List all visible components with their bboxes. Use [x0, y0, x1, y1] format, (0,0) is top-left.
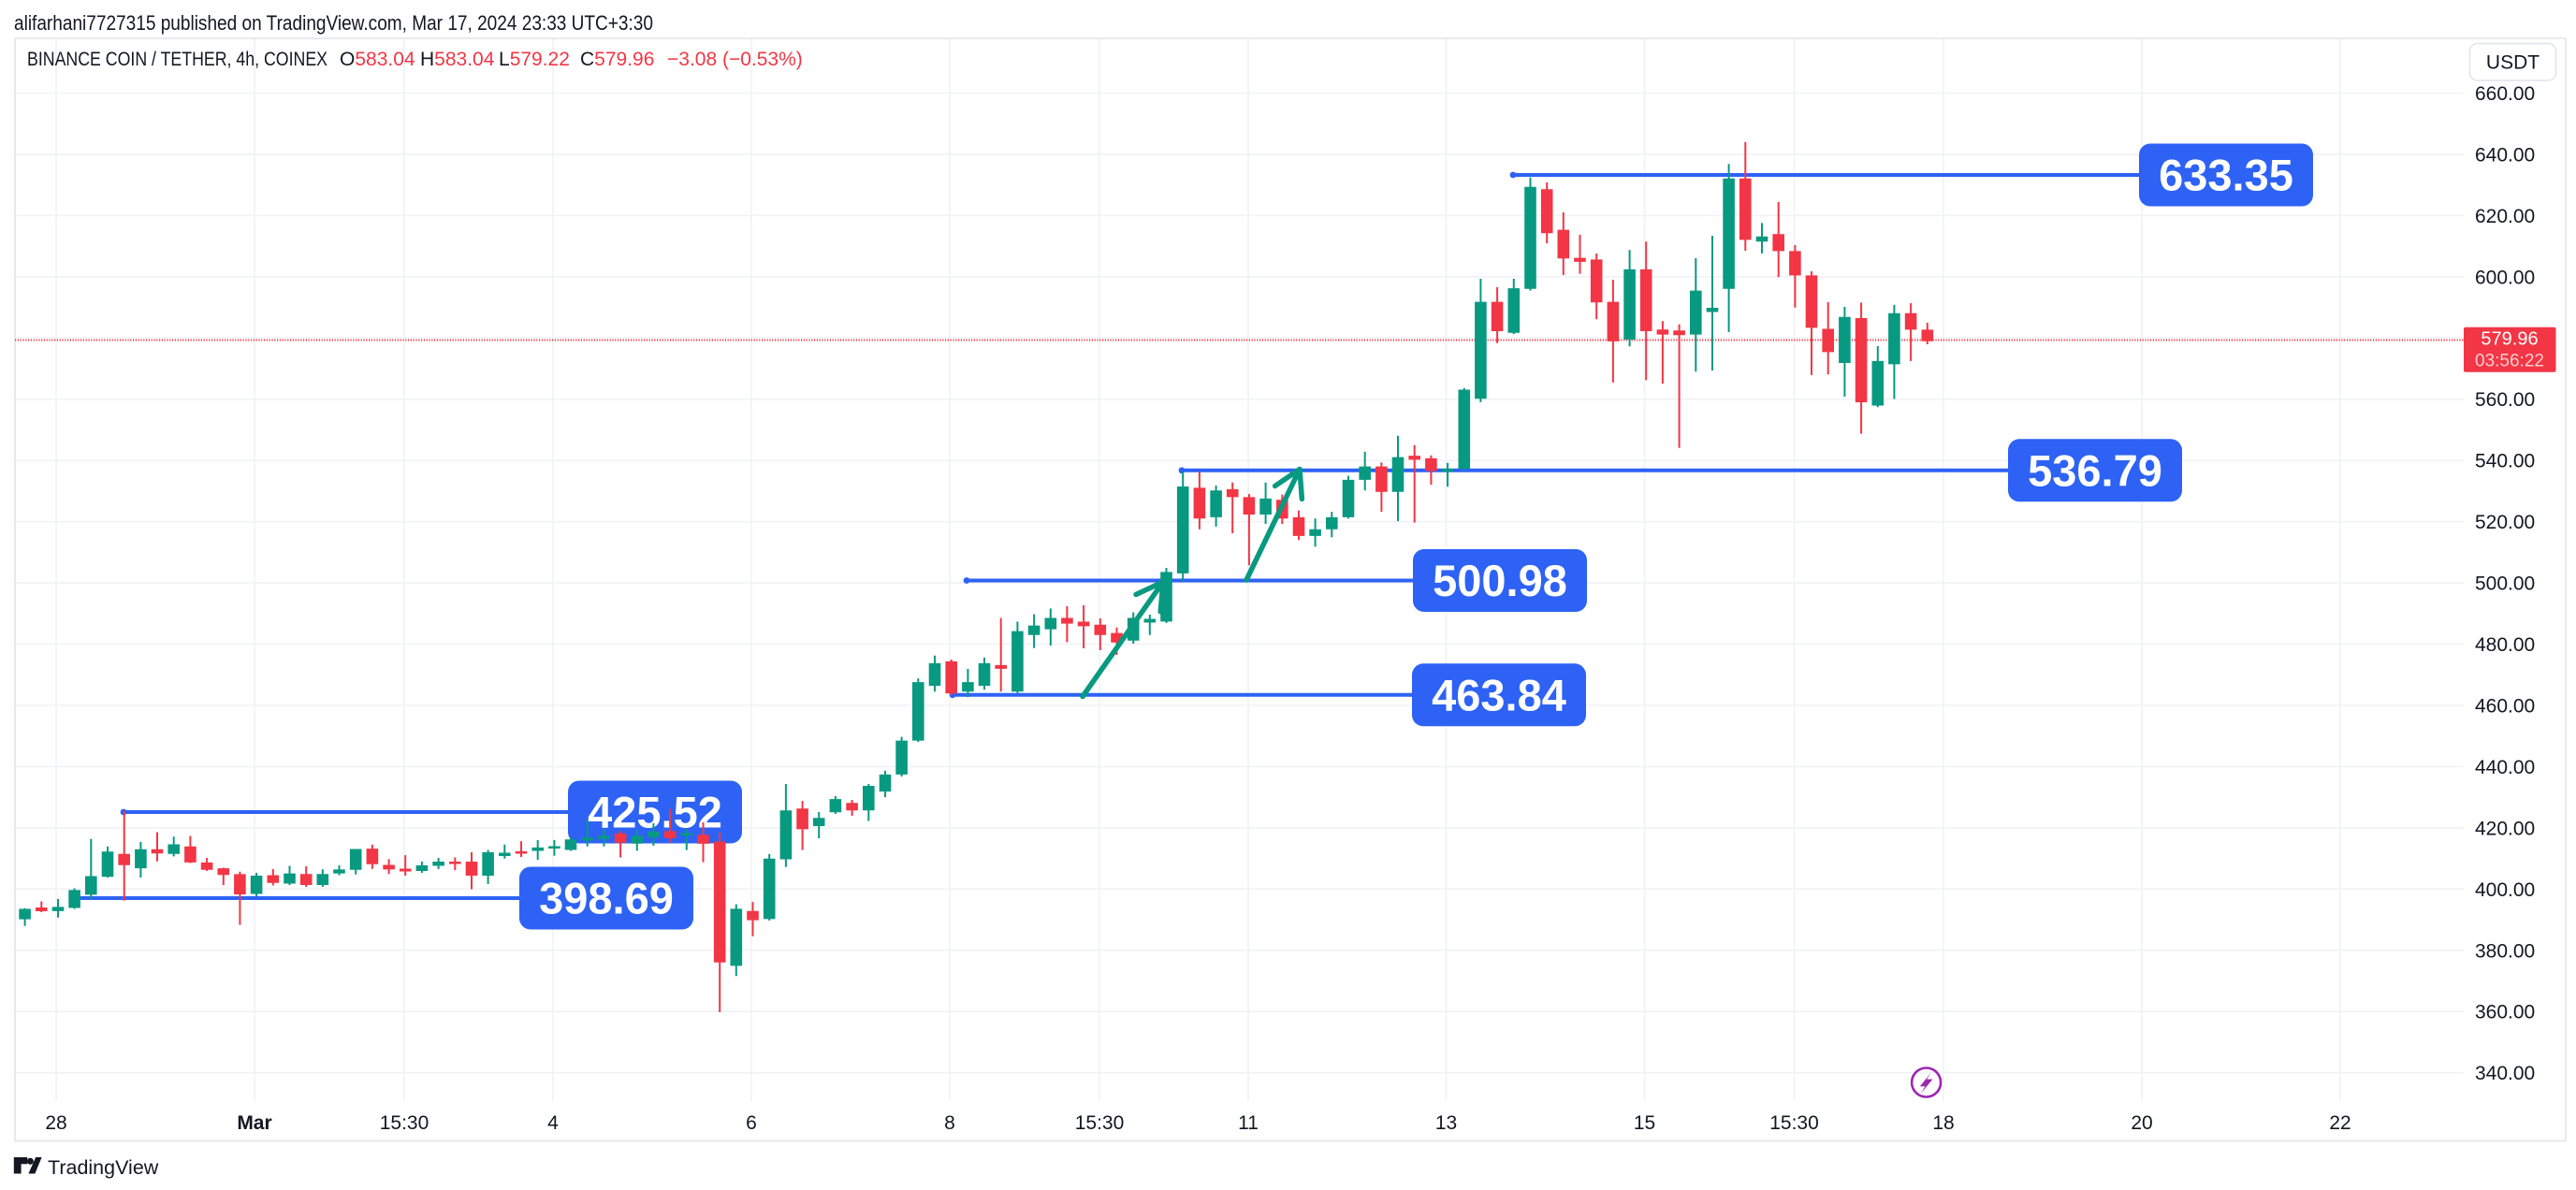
- svg-text:463.84: 463.84: [1432, 670, 1566, 719]
- svg-text:420.00: 420.00: [2475, 818, 2535, 839]
- svg-text:TradingView: TradingView: [48, 1156, 159, 1179]
- svg-text:398.69: 398.69: [539, 874, 674, 923]
- svg-text:440.00: 440.00: [2475, 757, 2535, 778]
- svg-text:660.00: 660.00: [2475, 83, 2535, 105]
- svg-text:22: 22: [2329, 1112, 2350, 1134]
- svg-text:600.00: 600.00: [2475, 267, 2535, 288]
- svg-text:360.00: 360.00: [2475, 1002, 2535, 1023]
- svg-text:400.00: 400.00: [2475, 879, 2535, 901]
- svg-text:15:30: 15:30: [1075, 1112, 1125, 1134]
- svg-text:6: 6: [746, 1112, 757, 1134]
- svg-text:11: 11: [1238, 1112, 1259, 1134]
- svg-text:340.00: 340.00: [2475, 1063, 2535, 1084]
- svg-text:03:56:22: 03:56:22: [2475, 351, 2544, 370]
- svg-text:633.35: 633.35: [2159, 151, 2293, 200]
- svg-text:480.00: 480.00: [2475, 634, 2535, 656]
- svg-text:620.00: 620.00: [2475, 206, 2535, 227]
- svg-text:alifarhani7727315 published on: alifarhani7727315 published on TradingVi…: [14, 11, 653, 35]
- svg-text:560.00: 560.00: [2475, 389, 2535, 411]
- svg-text:20: 20: [2131, 1112, 2152, 1134]
- svg-text:500.00: 500.00: [2475, 573, 2535, 595]
- svg-text:15:30: 15:30: [1769, 1112, 1819, 1134]
- svg-text:579.96: 579.96: [2481, 328, 2538, 349]
- svg-text:536.79: 536.79: [2028, 445, 2162, 495]
- svg-text:500.98: 500.98: [1433, 556, 1567, 605]
- svg-text:640.00: 640.00: [2475, 144, 2535, 166]
- svg-text:8: 8: [944, 1112, 955, 1134]
- svg-text:380.00: 380.00: [2475, 940, 2535, 962]
- svg-text:28: 28: [45, 1112, 66, 1134]
- svg-text:540.00: 540.00: [2475, 451, 2535, 472]
- svg-text:425.52: 425.52: [588, 788, 722, 837]
- svg-text:520.00: 520.00: [2475, 512, 2535, 533]
- svg-text:15:30: 15:30: [380, 1112, 429, 1134]
- svg-text:USDT: USDT: [2486, 52, 2540, 74]
- svg-text:4: 4: [547, 1112, 559, 1134]
- svg-text:460.00: 460.00: [2475, 696, 2535, 718]
- svg-text:Mar: Mar: [237, 1112, 271, 1134]
- svg-text:BINANCE COIN / TETHER, 4h, COI: BINANCE COIN / TETHER, 4h, COINEX O583.04…: [27, 49, 803, 70]
- svg-text:18: 18: [1932, 1112, 1954, 1134]
- svg-text:15: 15: [1634, 1112, 1655, 1134]
- svg-text:13: 13: [1435, 1112, 1457, 1134]
